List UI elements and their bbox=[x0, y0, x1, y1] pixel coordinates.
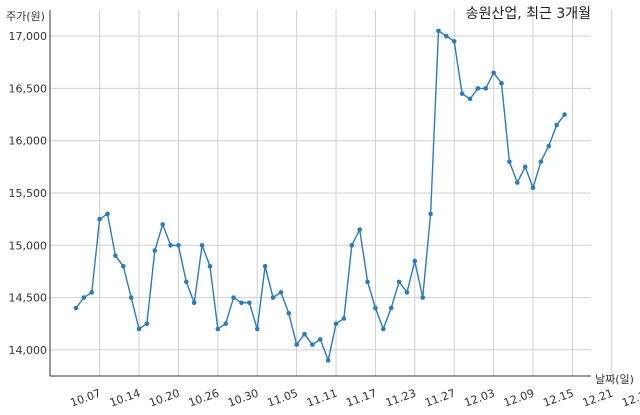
data-point bbox=[144, 321, 150, 327]
y-tick-labels: 14,000 14,500 15,000 15,500 16,000 16,500 17,0… bbox=[9, 30, 48, 357]
data-point bbox=[554, 122, 559, 128]
x-tick-label: 12.09 bbox=[502, 387, 536, 410]
data-point bbox=[404, 290, 410, 295]
data-point bbox=[365, 279, 370, 285]
data-point bbox=[223, 321, 229, 327]
data-point bbox=[207, 263, 213, 269]
data-point bbox=[120, 263, 126, 269]
data-point bbox=[546, 143, 552, 149]
x-tick-label: 10.26 bbox=[187, 387, 221, 410]
data-point bbox=[302, 331, 307, 337]
data-point bbox=[317, 337, 323, 342]
y-tick-label: 15,000 bbox=[9, 239, 48, 252]
data-point bbox=[136, 326, 142, 332]
grid-lines bbox=[50, 10, 613, 376]
x-tick-label: 10.14 bbox=[108, 387, 142, 410]
data-point bbox=[381, 326, 386, 332]
data-point bbox=[451, 39, 457, 44]
data-point bbox=[89, 290, 95, 295]
axes bbox=[49, 10, 591, 377]
data-point bbox=[522, 164, 528, 170]
x-tick-labels: 10.07 10.14 10.20 10.26 10.30 11.05 11.11 11.17… bbox=[69, 387, 640, 410]
data-point bbox=[262, 263, 268, 269]
data-point bbox=[388, 305, 394, 311]
data-point bbox=[428, 211, 433, 217]
data-point bbox=[475, 86, 481, 91]
price-series bbox=[73, 28, 567, 363]
data-point bbox=[160, 222, 165, 227]
data-point bbox=[97, 216, 102, 222]
x-tick-label: 10.07 bbox=[69, 387, 103, 410]
data-point bbox=[81, 295, 87, 300]
data-point bbox=[396, 279, 402, 285]
data-point bbox=[278, 290, 284, 295]
data-point bbox=[467, 96, 473, 102]
y-tick-label: 14,500 bbox=[9, 292, 48, 305]
data-point bbox=[349, 242, 355, 248]
data-point bbox=[444, 33, 449, 39]
data-point bbox=[168, 242, 173, 248]
x-tick-label: 12.21 bbox=[581, 387, 615, 410]
data-point bbox=[105, 211, 110, 217]
data-point bbox=[373, 305, 378, 311]
x-tick-label: 10.20 bbox=[147, 387, 181, 410]
chart-title: 송원산업, 최근 3개월 bbox=[466, 6, 591, 22]
data-point bbox=[562, 112, 567, 117]
data-point bbox=[294, 342, 299, 347]
data-point bbox=[459, 91, 465, 96]
data-point bbox=[73, 305, 79, 311]
x-tick-label: 12.15 bbox=[541, 387, 575, 410]
data-point bbox=[152, 248, 158, 253]
data-point bbox=[113, 253, 118, 259]
y-tick-label: 17,000 bbox=[9, 30, 48, 43]
price-line bbox=[75, 29, 566, 363]
data-point bbox=[184, 279, 189, 285]
x-tick-label: 11.17 bbox=[344, 387, 378, 410]
data-point bbox=[538, 159, 544, 164]
data-point bbox=[254, 326, 260, 332]
data-point bbox=[310, 342, 315, 347]
y-tick-label: 16,500 bbox=[9, 82, 48, 95]
data-point bbox=[333, 321, 339, 327]
data-point bbox=[191, 300, 197, 306]
x-tick-label: 12.03 bbox=[463, 387, 497, 410]
data-point bbox=[341, 316, 347, 321]
data-point bbox=[247, 300, 252, 306]
x-tick-label: 10.30 bbox=[226, 387, 260, 410]
y-tick-label: 15,500 bbox=[9, 187, 48, 200]
x-tick-label: 11.05 bbox=[266, 387, 300, 410]
data-point bbox=[239, 300, 244, 306]
data-point bbox=[215, 326, 221, 332]
data-point bbox=[530, 185, 536, 191]
data-point bbox=[436, 28, 441, 34]
data-point bbox=[491, 70, 496, 76]
data-point bbox=[483, 86, 489, 91]
data-point bbox=[420, 295, 426, 300]
data-point bbox=[231, 295, 236, 300]
y-tick-label: 14,000 bbox=[9, 344, 48, 357]
x-tick-label: 11.23 bbox=[384, 387, 418, 410]
data-point bbox=[507, 159, 512, 164]
data-point bbox=[325, 358, 331, 363]
data-point bbox=[357, 227, 362, 232]
data-point bbox=[270, 295, 276, 300]
y-axis-title: 주가(원) bbox=[6, 10, 45, 23]
data-point bbox=[499, 80, 504, 86]
x-tick-label: 12.28 bbox=[620, 387, 640, 410]
data-point bbox=[199, 242, 205, 248]
data-point bbox=[128, 295, 134, 300]
x-tick-label: 11.27 bbox=[423, 387, 457, 410]
data-point bbox=[286, 310, 292, 316]
x-tick-label: 11.11 bbox=[305, 387, 339, 410]
x-axis-title: 날짜(일) bbox=[595, 372, 634, 386]
y-tick-label: 16,000 bbox=[9, 135, 48, 148]
data-point bbox=[514, 180, 520, 185]
data-point bbox=[412, 258, 418, 264]
data-point bbox=[176, 242, 181, 248]
